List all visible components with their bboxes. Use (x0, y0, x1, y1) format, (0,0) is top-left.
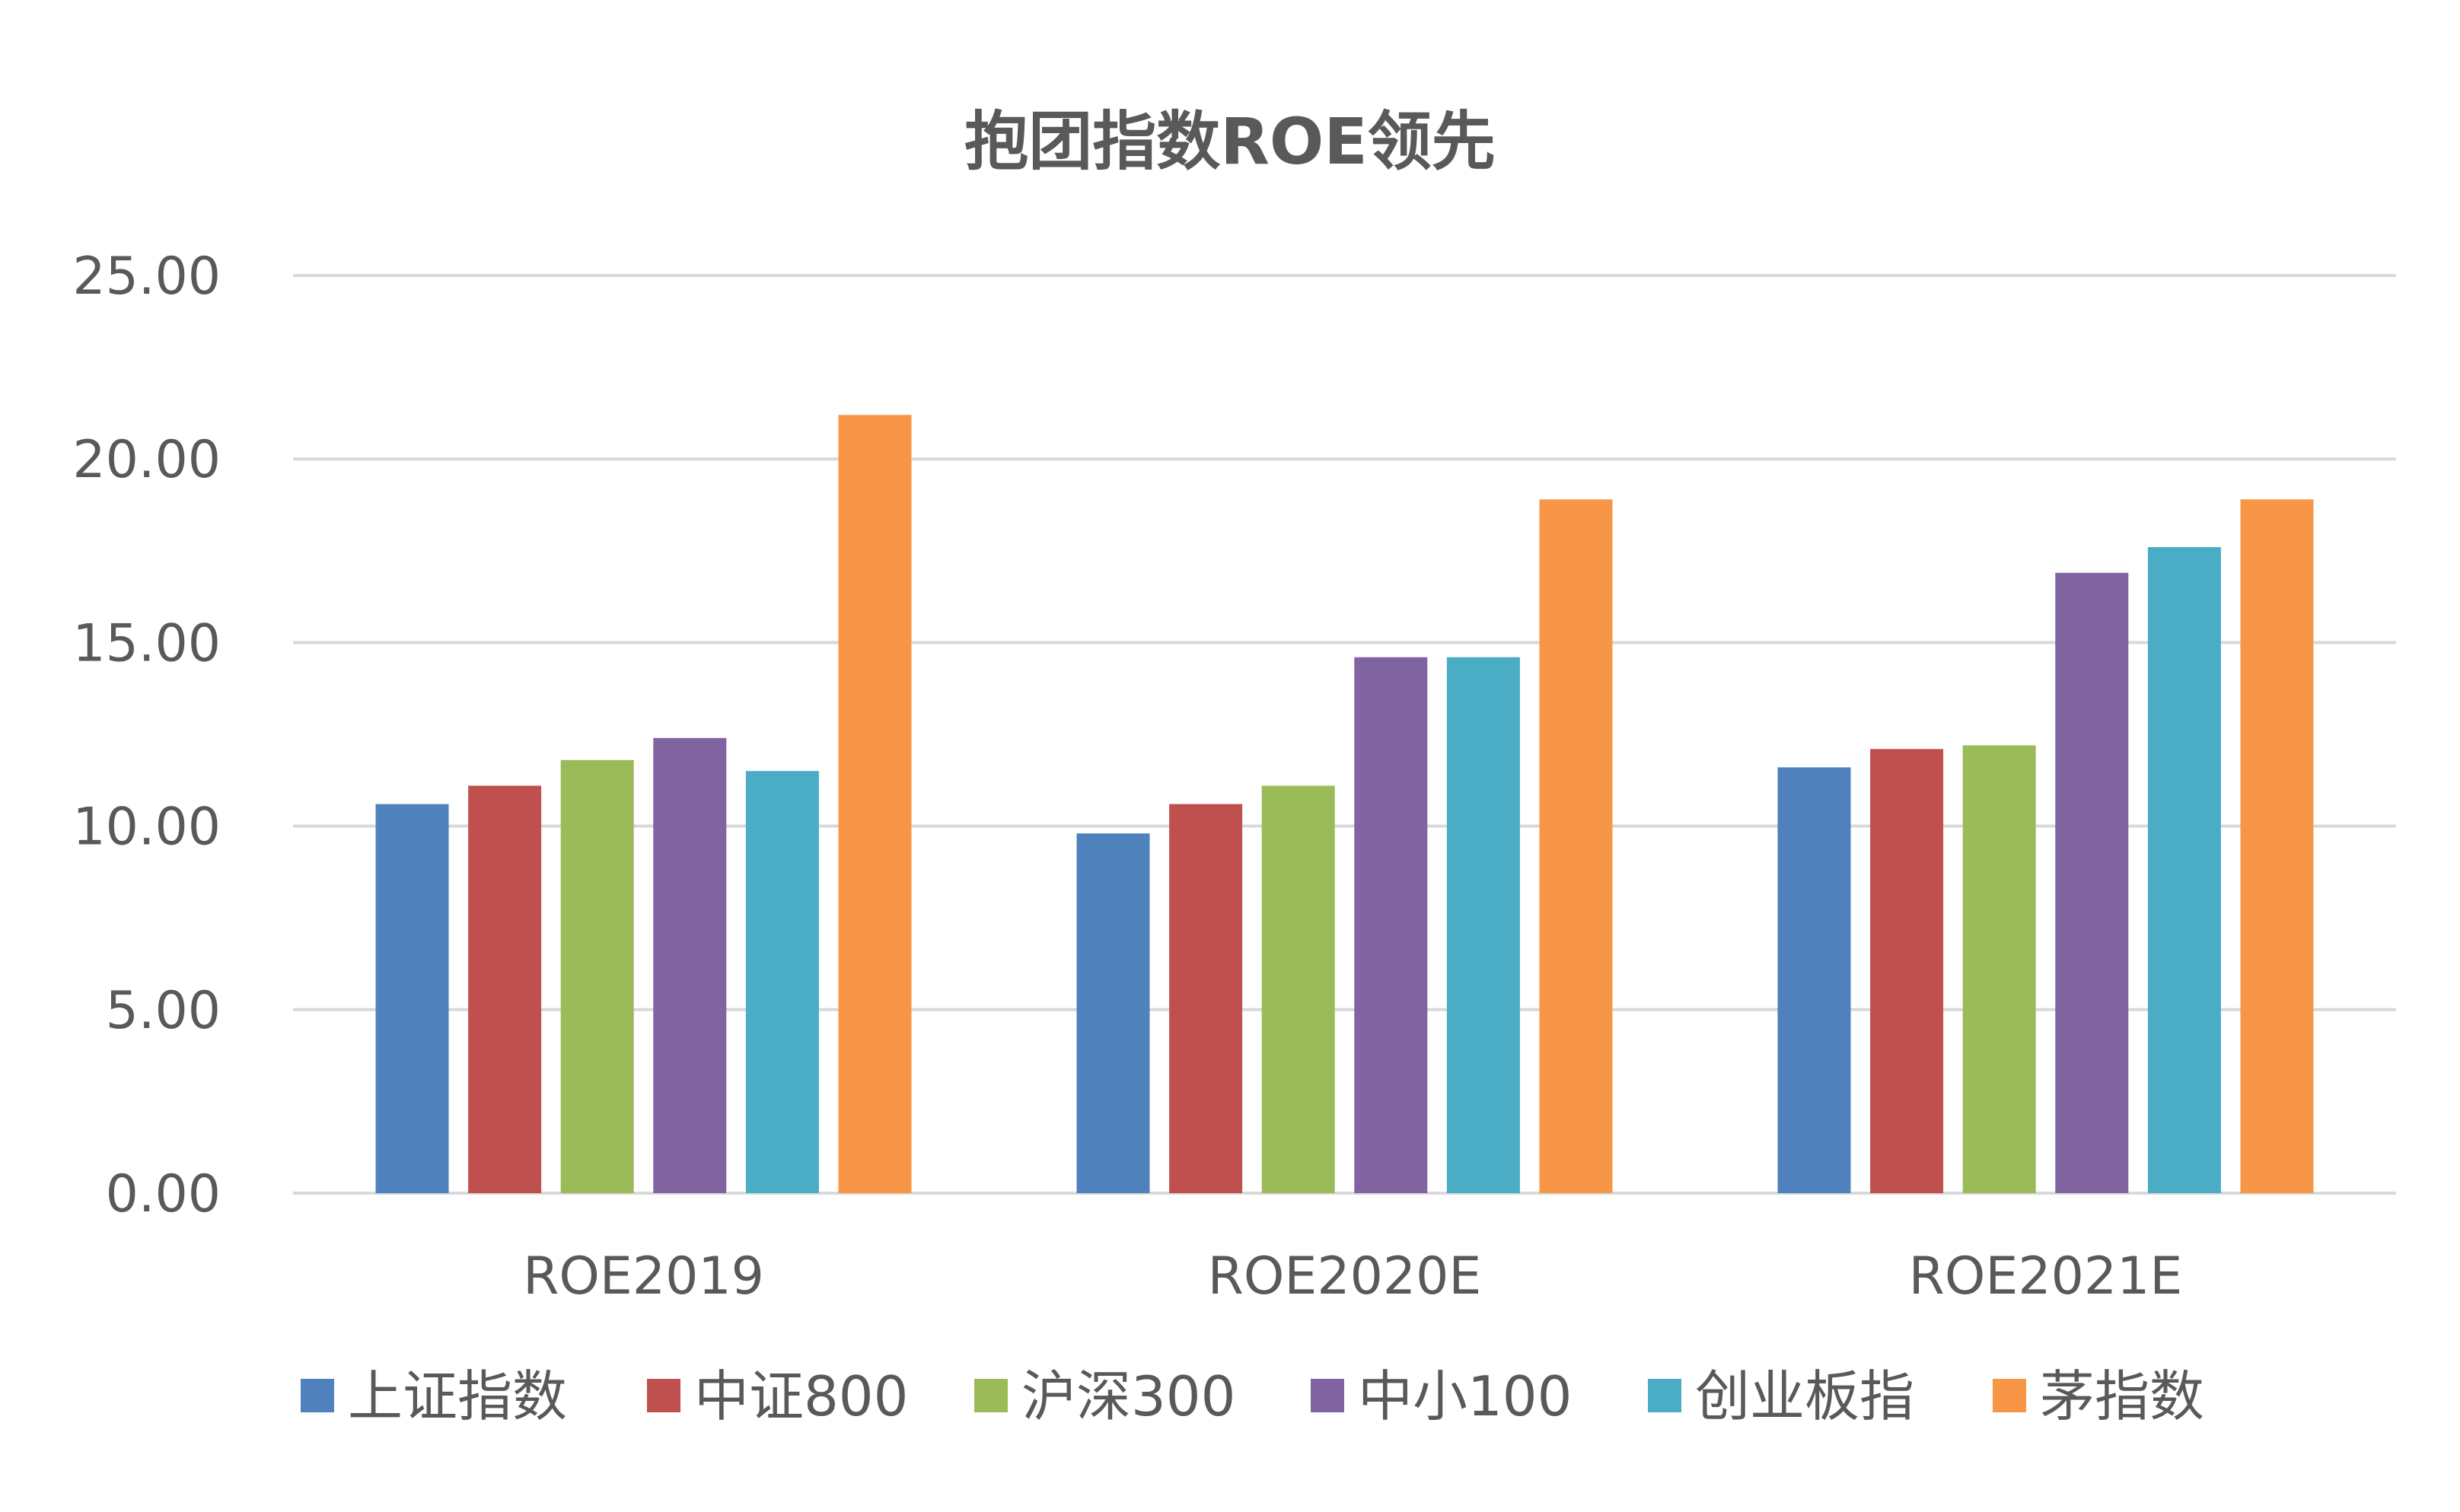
y-axis-tick-labels: 0.00 5.00 10.00 15.00 20.00 25.00 (72, 247, 221, 1224)
legend-item: 沪深300 (974, 1364, 1235, 1428)
y-tick-label: 20.00 (72, 430, 221, 490)
bar-1-2 (1076, 833, 1150, 1193)
bar-5-2 (1446, 657, 1520, 1193)
bar-6-2 (1539, 499, 1613, 1193)
legend-swatch (301, 1379, 334, 1412)
bar-2-3 (1870, 749, 1944, 1193)
bar-2-2 (1169, 804, 1243, 1193)
y-tick-label: 5.00 (106, 981, 221, 1041)
legend-label: 上证指数 (348, 1364, 567, 1428)
x-axis-tick-labels: ROE2019 ROE2020E ROE2021E (523, 1246, 2182, 1307)
bar-3-3 (1962, 745, 2036, 1193)
y-tick-label: 10.00 (72, 797, 221, 858)
legend-label: 沪深300 (1021, 1364, 1235, 1428)
bar-6-1 (838, 415, 912, 1193)
bar-3-2 (1261, 785, 1335, 1193)
legend-label: 创业板指 (1695, 1364, 1914, 1428)
y-tick-label: 25.00 (72, 247, 221, 307)
legend-item: 中小100 (1311, 1364, 1572, 1428)
legend: 上证指数 中证800 沪深300 中小100 创业板指 茅指数 (301, 1364, 2204, 1428)
legend-label: 中小100 (1358, 1364, 1572, 1428)
bar-5-1 (745, 771, 819, 1193)
legend-swatch (647, 1379, 680, 1412)
bar-4-2 (1354, 657, 1428, 1193)
legend-item: 茅指数 (1993, 1364, 2204, 1428)
legend-item: 上证指数 (301, 1364, 567, 1428)
x-tick-label: ROE2020E (1208, 1246, 1482, 1307)
legend-item: 创业板指 (1648, 1364, 1914, 1428)
bar-5-3 (2147, 546, 2221, 1193)
bar-4-1 (653, 737, 727, 1193)
legend-swatch (1648, 1379, 1681, 1412)
legend-swatch (1993, 1379, 2026, 1412)
x-tick-label: ROE2019 (523, 1246, 764, 1307)
gridlines (293, 274, 2396, 1195)
bar-1-1 (375, 804, 449, 1193)
bar-2-1 (468, 785, 542, 1193)
legend-label: 中证800 (694, 1364, 908, 1428)
bar-6-3 (2240, 499, 2314, 1193)
y-tick-label: 0.00 (106, 1164, 221, 1224)
bar-3-1 (560, 759, 634, 1193)
legend-label: 茅指数 (2040, 1364, 2204, 1428)
bar-4-3 (2055, 572, 2129, 1193)
x-tick-label: ROE2021E (1909, 1246, 2183, 1307)
legend-swatch (1311, 1379, 1344, 1412)
legend-item: 中证800 (647, 1364, 908, 1428)
legend-swatch (974, 1379, 1008, 1412)
y-tick-label: 15.00 (72, 613, 221, 673)
bar-1-3 (1777, 767, 1851, 1193)
bars (375, 415, 2314, 1193)
chart-title: 抱团指数ROE领先 (964, 104, 1495, 179)
